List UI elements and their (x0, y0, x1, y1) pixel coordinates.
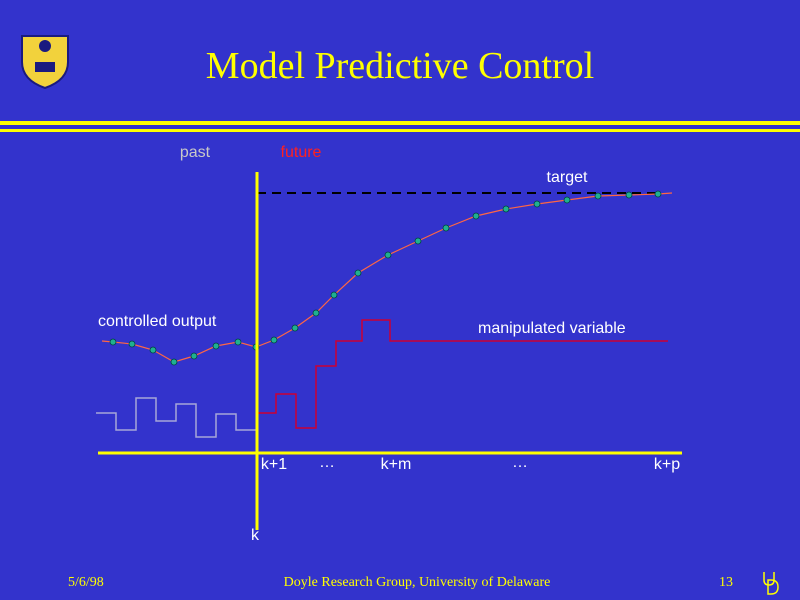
sample-point (234, 338, 242, 346)
axis-label: k+1 (261, 456, 287, 473)
sample-point (149, 346, 157, 354)
sample-point (414, 237, 422, 245)
sample-point (270, 336, 278, 344)
sample-point (109, 338, 117, 346)
target-label: target (547, 169, 588, 186)
footer-group: Doyle Research Group, University of Dela… (284, 575, 551, 590)
header-rule (0, 121, 800, 125)
header-rule (0, 129, 800, 132)
axis-label: … (512, 454, 528, 471)
output-curve (101, 190, 673, 366)
past-input (96, 397, 256, 438)
past-label: past (180, 144, 211, 161)
sample-point (330, 291, 338, 299)
k-label: k (251, 527, 260, 544)
sample-point (354, 269, 362, 277)
sample-point (594, 192, 602, 200)
sample-point (472, 212, 480, 220)
sample-point (384, 251, 392, 259)
future-label: future (281, 144, 322, 161)
title: Model Predictive Control (206, 45, 594, 87)
sample-point (128, 340, 136, 348)
axis-label: … (319, 454, 335, 471)
sample-point (654, 190, 662, 198)
axis-label: k+p (654, 456, 680, 473)
axis-label: k+m (381, 456, 412, 473)
sample-point (533, 200, 541, 208)
sample-point (625, 191, 633, 199)
sample-point (291, 324, 299, 332)
footer-logo (763, 572, 779, 595)
footer-page: 13 (719, 575, 733, 590)
sample-point (212, 342, 220, 350)
sample-point (563, 196, 571, 204)
mv-label: manipulated variable (478, 320, 626, 337)
sample-point (442, 224, 450, 232)
sample-point (312, 309, 320, 317)
output-label: controlled output (98, 313, 217, 330)
sample-point (170, 358, 178, 366)
sample-point (502, 205, 510, 213)
footer-date: 5/6/98 (68, 575, 104, 590)
sample-point (190, 352, 198, 360)
logo (21, 35, 69, 90)
future-input (256, 319, 668, 429)
